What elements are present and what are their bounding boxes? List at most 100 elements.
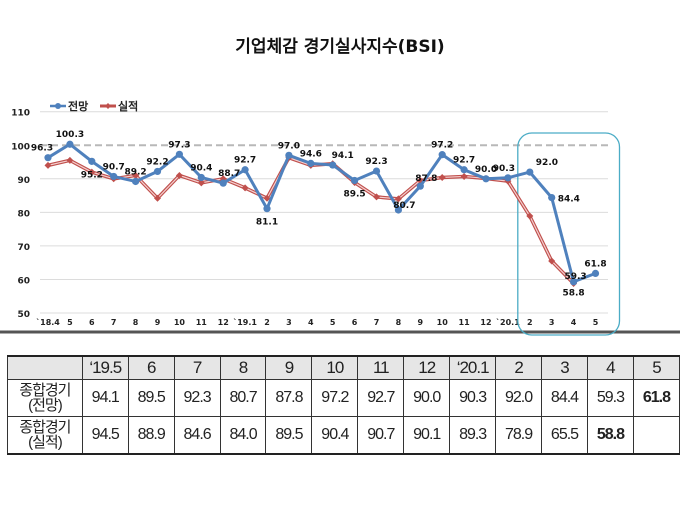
data-point-forecast bbox=[570, 278, 578, 286]
data-label: 81.1 bbox=[256, 218, 278, 228]
data-label: 58.8 bbox=[562, 288, 584, 298]
data-label: 97.2 bbox=[431, 141, 453, 151]
data-point-forecast bbox=[197, 173, 205, 182]
table-row-actual: 종합경기 (실적) 94.5 88.9 84.6 84.0 89.5 90.4 90.7 90.… bbox=[7, 416, 680, 455]
table-cell: 92.3 bbox=[173, 379, 221, 417]
header-cell: ‘19.5 bbox=[81, 355, 129, 380]
table-row-forecast: 종합경기 (전망) 94.1 89.5 92.3 80.7 87.8 97.2 92.7 90.… bbox=[7, 379, 680, 417]
y-tick-label: 60 bbox=[17, 276, 30, 286]
data-point-actual bbox=[154, 194, 161, 202]
x-tick-label: 7 bbox=[111, 318, 117, 327]
row-label-bottom: (실적) bbox=[28, 434, 63, 451]
data-point-forecast bbox=[44, 154, 52, 162]
x-tick-label: 4 bbox=[571, 318, 577, 327]
header-cell: ‘20.1 bbox=[449, 355, 497, 380]
x-tick-label: 12 bbox=[218, 318, 229, 327]
data-label: 97.3 bbox=[168, 140, 190, 150]
data-label: 92.2 bbox=[146, 157, 168, 167]
x-tick-label: 10 bbox=[174, 318, 186, 327]
table-cell: 80.7 bbox=[219, 379, 267, 417]
data-point-actual bbox=[373, 193, 380, 201]
header-cell: 7 bbox=[173, 355, 221, 380]
header-cell: 4 bbox=[586, 355, 634, 380]
header-cell: 10 bbox=[311, 355, 359, 380]
table-cell: 89.3 bbox=[449, 416, 497, 455]
table-cell: 87.8 bbox=[265, 379, 313, 417]
data-label: 90.0 bbox=[475, 165, 497, 175]
header-cell: 6 bbox=[127, 355, 175, 380]
data-point-forecast bbox=[263, 205, 271, 213]
data-label: 92.7 bbox=[234, 156, 256, 166]
legend-label: 전망 bbox=[68, 99, 88, 113]
data-point-forecast bbox=[438, 151, 446, 159]
x-tick-label: 3 bbox=[549, 318, 555, 327]
x-tick-label: 3 bbox=[286, 318, 292, 327]
row-label-bottom: (전망) bbox=[28, 397, 63, 414]
data-point-forecast bbox=[504, 174, 512, 182]
header-cell: 3 bbox=[541, 355, 588, 380]
header-cell: 5 bbox=[632, 355, 680, 380]
data-point-forecast bbox=[175, 150, 183, 158]
data-point-forecast bbox=[219, 179, 227, 187]
data-label: 89.2 bbox=[124, 167, 146, 177]
data-point-actual bbox=[241, 184, 249, 192]
data-label: 92.3 bbox=[365, 157, 387, 167]
data-label: 100.3 bbox=[56, 130, 84, 140]
data-point-actual bbox=[394, 195, 402, 203]
table-cell: 90.3 bbox=[449, 379, 497, 417]
header-cell bbox=[7, 355, 83, 380]
x-tick-label: 2 bbox=[527, 318, 533, 327]
data-label: 84.4 bbox=[558, 195, 580, 205]
y-tick-label: 110 bbox=[11, 109, 30, 119]
y-tick-label: 90 bbox=[17, 176, 30, 186]
series-line-forecast bbox=[47, 142, 597, 284]
table-cell: 97.2 bbox=[311, 379, 359, 417]
bsi-line-chart: 50 60 70 80 90 100 110 `18.4 5 6 7 8 9 10 11 12 `19.1 2 3 4… bbox=[0, 99, 680, 336]
data-label: 97.0 bbox=[278, 141, 300, 151]
data-point-actual bbox=[44, 161, 52, 169]
x-tick-label: 11 bbox=[196, 318, 208, 327]
x-tick-label: 8 bbox=[133, 318, 139, 327]
data-label: 96.3 bbox=[31, 144, 53, 154]
table-cell: 59.3 bbox=[586, 379, 634, 417]
table-cell: 65.5 bbox=[541, 416, 588, 455]
data-point-actual bbox=[416, 176, 424, 184]
x-tick-label: 12 bbox=[480, 318, 491, 327]
y-tick-label: 100 bbox=[11, 142, 30, 152]
table-cell: 61.8 bbox=[632, 379, 680, 417]
data-point-forecast bbox=[416, 182, 424, 190]
x-tick-label: 6 bbox=[89, 318, 95, 327]
data-point-forecast bbox=[548, 193, 556, 202]
highlight-box bbox=[517, 132, 621, 336]
data-point-forecast bbox=[329, 161, 337, 169]
y-tick-label: 80 bbox=[17, 209, 30, 219]
table-cell: 90.7 bbox=[357, 416, 405, 455]
data-point-forecast bbox=[307, 159, 315, 167]
bsi-table: ‘19.5 6 7 8 9 10 11 12 ‘20.1 2 3 4 5 종합경… bbox=[7, 355, 680, 455]
data-label: 61.8 bbox=[584, 259, 606, 269]
table-cell: 94.1 bbox=[81, 379, 129, 417]
data-point-forecast bbox=[526, 168, 534, 176]
data-point-forecast bbox=[482, 175, 490, 183]
table-cell: 89.5 bbox=[265, 416, 313, 455]
data-label: 90.3 bbox=[493, 164, 515, 174]
data-label: 92.0 bbox=[536, 158, 558, 168]
data-point-actual bbox=[438, 173, 446, 181]
header-cell: 11 bbox=[357, 355, 405, 380]
x-tick-label: 10 bbox=[437, 318, 449, 327]
data-label: 89.5 bbox=[343, 189, 365, 199]
data-point-forecast bbox=[132, 177, 140, 186]
data-label: 80.7 bbox=[393, 201, 415, 211]
data-label: 94.1 bbox=[332, 151, 354, 161]
table-cell: 92.7 bbox=[357, 379, 405, 417]
table-header-row: ‘19.5 6 7 8 9 10 11 12 ‘20.1 2 3 4 5 bbox=[7, 355, 680, 380]
table-cell: 89.5 bbox=[127, 379, 175, 417]
x-tick-label: 9 bbox=[155, 318, 161, 327]
table-cell: 94.5 bbox=[81, 416, 129, 455]
data-point-actual bbox=[526, 212, 534, 220]
x-tick-label: `18.4 bbox=[36, 317, 60, 327]
data-point-actual bbox=[548, 257, 556, 265]
table-cell: 88.9 bbox=[127, 416, 175, 455]
data-point-forecast bbox=[241, 166, 249, 174]
